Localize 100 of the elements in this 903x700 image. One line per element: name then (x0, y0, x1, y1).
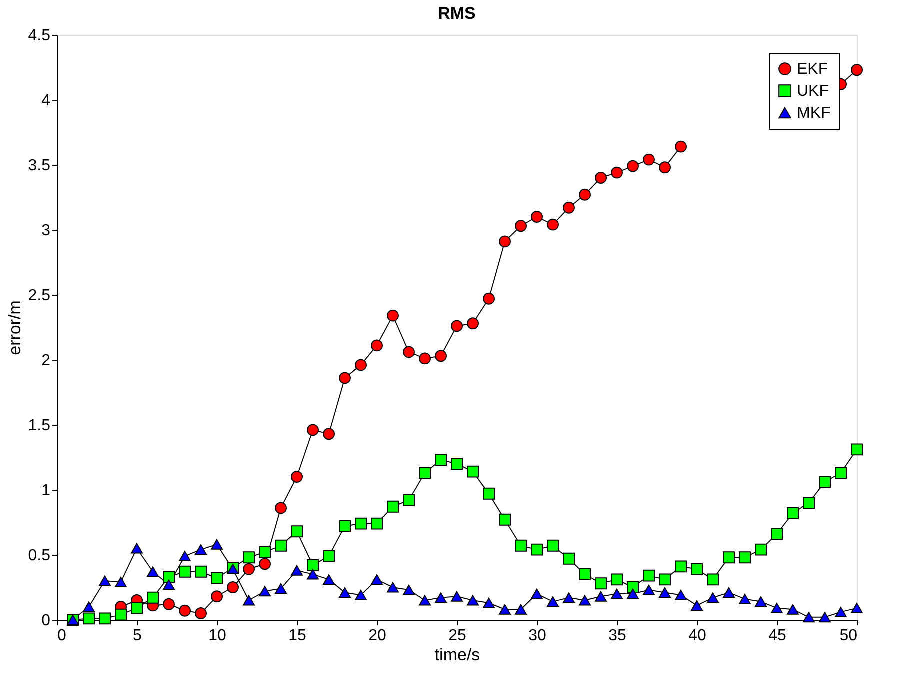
y-tick-label: 1 (42, 482, 51, 500)
point (739, 594, 751, 604)
point (483, 598, 495, 608)
point (355, 518, 367, 530)
point (515, 540, 527, 552)
point (227, 582, 239, 594)
point (131, 543, 143, 554)
point (467, 318, 479, 330)
point (307, 424, 319, 436)
point (771, 528, 783, 540)
point (515, 220, 527, 232)
point (643, 584, 655, 596)
point (115, 608, 127, 621)
point (451, 320, 463, 332)
y-tick-label: 3 (42, 222, 51, 240)
point (435, 592, 447, 604)
point (595, 591, 607, 602)
legend-label: EKF (797, 61, 828, 78)
point (723, 587, 735, 598)
x-tick-label: 40 (688, 628, 706, 644)
point (435, 350, 447, 362)
point (531, 211, 543, 223)
point (163, 571, 175, 584)
point (371, 340, 383, 352)
point (451, 591, 463, 602)
y-tick-label: 2.5 (28, 288, 51, 304)
point (675, 590, 687, 601)
point (819, 612, 831, 623)
point (563, 202, 575, 214)
point (435, 454, 447, 466)
point (451, 458, 463, 470)
point (755, 596, 767, 608)
y-tick-label: 4.5 (28, 28, 51, 44)
point (483, 488, 495, 500)
point (195, 566, 207, 578)
x-tick-label: 50 (840, 628, 858, 644)
point (547, 218, 559, 231)
point (371, 574, 383, 585)
point (387, 582, 399, 593)
x-tick-label: 5 (133, 628, 142, 644)
point (211, 539, 223, 550)
point (675, 560, 687, 573)
point (259, 546, 271, 558)
point (499, 514, 511, 526)
point (131, 602, 143, 614)
point (787, 604, 799, 615)
point (323, 428, 335, 440)
point (547, 596, 559, 608)
y-tick-label: 3.5 (28, 158, 51, 174)
point (99, 612, 111, 625)
point (499, 604, 511, 615)
x-tick-label: 35 (608, 628, 626, 644)
point (403, 494, 415, 506)
y-tick-label: 1.5 (28, 418, 51, 434)
point (387, 500, 399, 513)
point (611, 588, 623, 600)
point (659, 574, 671, 586)
y-tick-label: 0.5 (28, 548, 51, 564)
point (755, 544, 767, 556)
x-axis-title: time/s (434, 646, 480, 664)
point (307, 569, 319, 580)
legend-label: UKF (797, 83, 830, 100)
point (419, 467, 431, 480)
point (803, 612, 815, 623)
point (675, 140, 687, 153)
y-tick-label: 0 (42, 612, 51, 630)
point (803, 497, 815, 509)
point (355, 359, 367, 372)
point (627, 160, 639, 172)
x-tick-label: 20 (368, 628, 386, 644)
point (323, 574, 335, 585)
x-tick-label: 45 (768, 628, 786, 644)
x-tick-label: 15 (288, 628, 306, 644)
point (531, 544, 543, 556)
point (627, 588, 639, 600)
point (195, 608, 207, 620)
point (243, 563, 255, 576)
point (419, 595, 431, 606)
point (851, 64, 863, 76)
point (291, 471, 303, 483)
point (835, 467, 847, 480)
x-tick-label: 25 (448, 628, 466, 644)
point (707, 592, 719, 604)
point (659, 162, 671, 174)
point (195, 544, 207, 556)
point (291, 526, 303, 538)
point (499, 236, 511, 248)
point (579, 595, 591, 606)
point (179, 566, 191, 578)
point (563, 552, 575, 565)
x-tick-label: 10 (208, 628, 226, 644)
legend-label: MKF (797, 105, 831, 122)
point (355, 590, 367, 601)
point (147, 592, 159, 604)
point (835, 606, 847, 618)
point (259, 586, 271, 597)
point (403, 346, 415, 358)
point (515, 604, 527, 615)
point (483, 292, 495, 305)
point (579, 188, 591, 201)
